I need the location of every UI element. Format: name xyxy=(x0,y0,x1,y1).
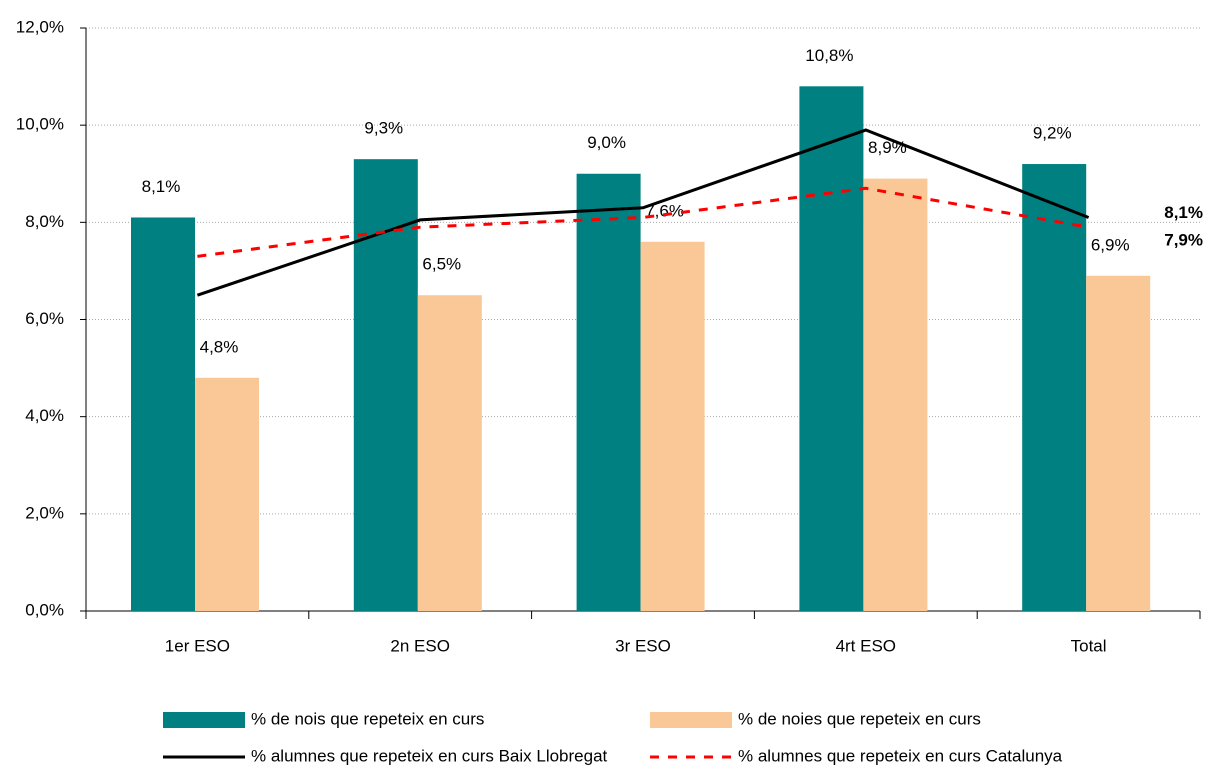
data-label: 9,2% xyxy=(1033,124,1072,143)
bar xyxy=(863,178,928,611)
x-tick-label: 1er ESO xyxy=(165,636,230,655)
bar xyxy=(1086,275,1151,611)
y-tick-label: 10,0% xyxy=(16,115,64,134)
x-tick-label: 2n ESO xyxy=(390,636,450,655)
x-tick-label: 3r ESO xyxy=(615,636,671,655)
line xyxy=(197,186,1089,258)
data-label: 8,1% xyxy=(142,177,181,196)
y-tick-label: 2,0% xyxy=(25,503,64,522)
y-tick-label: 8,0% xyxy=(25,212,64,231)
data-label: 4,8% xyxy=(200,337,239,356)
bar xyxy=(799,86,864,612)
y-tick-label: 6,0% xyxy=(25,309,64,328)
legend-label: % alumnes que repeteix en curs Baix Llob… xyxy=(251,746,608,765)
x-tick-label: 4rt ESO xyxy=(836,636,896,655)
bar xyxy=(576,173,641,611)
line xyxy=(196,128,1090,297)
end-label: 7,9% xyxy=(1164,231,1203,250)
y-tick-label: 4,0% xyxy=(25,406,64,425)
legend-swatch xyxy=(650,712,732,728)
data-label: 7,6% xyxy=(645,201,684,220)
bar xyxy=(1022,164,1087,612)
data-label: 10,8% xyxy=(805,46,853,65)
bar xyxy=(417,295,482,611)
legend-label: % de nois que repeteix en curs xyxy=(251,709,484,728)
bar xyxy=(195,377,259,611)
end-label: 8,1% xyxy=(1164,203,1203,222)
legend-label: % de noies que repeteix en curs xyxy=(738,709,981,728)
y-tick-label: 12,0% xyxy=(16,17,64,36)
y-tick-label: 0,0% xyxy=(25,600,64,619)
data-label: 6,5% xyxy=(422,255,461,274)
bar xyxy=(131,217,195,611)
x-tick-label: Total xyxy=(1071,636,1107,655)
data-label: 6,9% xyxy=(1091,235,1130,254)
legend-swatch xyxy=(163,712,245,728)
bar xyxy=(640,241,705,611)
bar xyxy=(353,159,418,612)
data-label: 8,9% xyxy=(868,138,907,157)
data-label: 9,3% xyxy=(364,119,403,138)
legend-label: % alumnes que repeteix en curs Catalunya xyxy=(738,746,1063,765)
data-label: 9,0% xyxy=(587,133,626,152)
